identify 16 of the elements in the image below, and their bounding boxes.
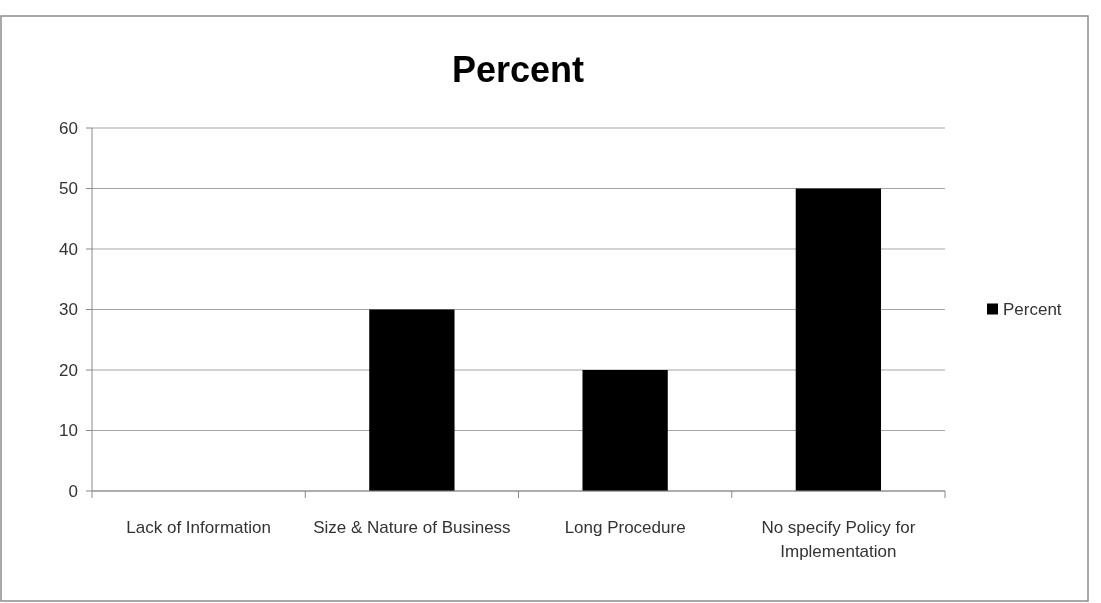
y-tick-label: 60 <box>59 118 78 138</box>
bar <box>795 188 882 491</box>
y-tick-label: 40 <box>59 239 78 259</box>
x-tick-label: Size & Nature of Business <box>313 518 511 537</box>
x-tick-label: Long Procedure <box>564 518 686 537</box>
bar <box>369 309 455 491</box>
x-tick-label: No specify Policy for Implementation <box>761 518 916 561</box>
y-tick-label: 30 <box>59 300 78 320</box>
bar <box>582 370 668 491</box>
chart-title: Percent <box>451 49 585 90</box>
legend-label: Percent <box>1003 300 1062 320</box>
x-tick-label: Lack of Information <box>126 518 271 537</box>
y-tick-label: 50 <box>59 179 78 199</box>
y-tick-label: 20 <box>59 360 78 380</box>
y-tick-label: 0 <box>68 481 78 501</box>
y-tick-label: 10 <box>59 421 78 441</box>
